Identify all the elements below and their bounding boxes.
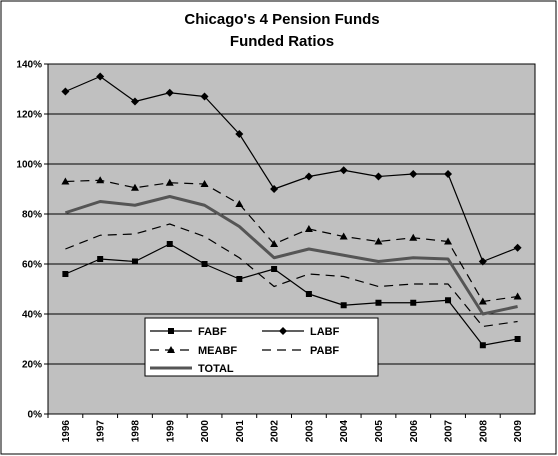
x-tick-label-2007: 2007 — [444, 420, 455, 443]
point-labf-1999 — [165, 88, 174, 97]
legend-marker-fabf — [168, 328, 174, 334]
point-fabf-2007 — [445, 297, 452, 304]
point-labf-2000 — [200, 92, 209, 101]
point-labf-2004 — [339, 166, 348, 175]
y-tick-label-60: 60% — [22, 260, 42, 271]
point-meabf-2000 — [200, 180, 209, 187]
series-line-fabf — [65, 243, 518, 346]
point-labf-2006 — [409, 170, 418, 178]
x-tick-label-2008: 2008 — [478, 420, 489, 443]
legend-box — [144, 317, 379, 377]
y-tick-label-120: 120% — [16, 110, 42, 121]
point-meabf-2008 — [478, 297, 487, 305]
gridlines — [48, 113, 535, 365]
legend-item-total: TOTAL — [150, 363, 234, 375]
x-tick-label-2009: 2009 — [513, 420, 524, 443]
legend: FABF LABF MEABF PABF TOTAL — [144, 317, 379, 377]
x-tick-label-2004: 2004 — [339, 420, 350, 443]
legend-item-fabf: FABF — [150, 326, 227, 338]
y-tick-label-0: 0% — [28, 410, 43, 421]
x-tick-label-2006: 2006 — [409, 420, 420, 443]
legend-label-labf: LABF — [310, 326, 340, 338]
legend-label-pabf: PABF — [310, 345, 339, 357]
series-meabf — [61, 176, 522, 305]
y-tick-label-20: 20% — [22, 360, 42, 371]
point-meabf-2004 — [339, 232, 348, 240]
point-fabf-1999 — [166, 241, 173, 247]
x-tick-label-1996: 1996 — [61, 420, 72, 443]
legend-items: FABF LABF MEABF PABF TOTAL — [150, 326, 340, 375]
point-labf-1998 — [130, 97, 139, 106]
legend-marker-labf — [279, 327, 287, 335]
legend-item-meabf: MEABF — [150, 345, 237, 357]
y-axis-tick-labels: 0% 20% 40% 60% 80% 100% 120% 140% — [16, 60, 48, 421]
point-fabf-2001 — [236, 276, 243, 282]
point-fabf-1997 — [97, 256, 104, 262]
legend-label-fabf: FABF — [198, 326, 227, 338]
legend-label-total: TOTAL — [198, 363, 234, 375]
point-labf-2007 — [444, 170, 453, 178]
point-meabf-1999 — [165, 178, 174, 186]
point-labf-1996 — [61, 87, 70, 96]
point-labf-2009 — [513, 243, 522, 252]
x-tick-label-1998: 1998 — [130, 420, 141, 443]
series-total — [64, 195, 518, 316]
legend-label-meabf: MEABF — [198, 345, 237, 357]
series-pabf — [65, 223, 518, 328]
point-labf-2002 — [270, 185, 279, 193]
point-meabf-2005 — [374, 237, 383, 245]
point-fabf-2002 — [271, 266, 278, 272]
x-tick-label-2000: 2000 — [200, 420, 211, 443]
chart-title-line-2: Funded Ratios — [230, 33, 334, 50]
y-tick-label-40: 40% — [22, 310, 42, 321]
x-tick-label-1997: 1997 — [96, 420, 107, 443]
point-fabf-2004 — [340, 302, 347, 309]
series-line-meabf — [65, 179, 518, 303]
legend-marker-meabf — [167, 346, 175, 353]
point-fabf-2000 — [201, 261, 208, 267]
point-meabf-2009 — [513, 292, 522, 300]
point-meabf-2003 — [304, 225, 313, 232]
point-fabf-2005 — [375, 299, 382, 306]
data-series — [61, 72, 522, 349]
legend-item-pabf: PABF — [262, 345, 339, 357]
legend-item-labf: LABF — [262, 326, 340, 338]
point-labf-2003 — [304, 172, 313, 181]
point-meabf-1997 — [96, 176, 105, 184]
point-meabf-2001 — [235, 200, 244, 207]
point-fabf-2003 — [305, 291, 312, 297]
point-meabf-1998 — [130, 183, 139, 191]
point-meabf-2006 — [409, 233, 418, 241]
point-labf-1997 — [96, 72, 105, 81]
x-axis-tick-labels: 1996 1997 1998 1999 2000 2001 2002 2003 2004 2005… — [47, 414, 524, 443]
x-tick-label-1999: 1999 — [165, 420, 176, 443]
point-fabf-1996 — [62, 271, 69, 277]
point-labf-2008 — [478, 257, 487, 266]
point-fabf-2008 — [479, 342, 486, 349]
point-meabf-2002 — [270, 240, 279, 247]
point-labf-2005 — [374, 172, 383, 181]
x-tick-label-2001: 2001 — [235, 420, 246, 443]
series-line-labf — [65, 75, 518, 263]
chart-title-line-1: Chicago's 4 Pension Funds — [184, 11, 379, 28]
x-tick-label-2003: 2003 — [304, 420, 315, 443]
series-line-pabf — [65, 223, 518, 328]
y-tick-label-140: 140% — [16, 60, 42, 71]
point-fabf-2009 — [514, 336, 521, 342]
y-tick-label-100: 100% — [16, 160, 42, 171]
point-meabf-1996 — [61, 177, 70, 185]
series-fabf — [62, 241, 521, 349]
point-fabf-2006 — [410, 299, 417, 306]
x-tick-label-2002: 2002 — [270, 420, 281, 443]
series-labf — [61, 72, 522, 266]
series-line-total — [64, 195, 518, 316]
x-tick-label-2005: 2005 — [374, 420, 385, 443]
point-meabf-2007 — [444, 237, 453, 245]
point-labf-2001 — [235, 130, 244, 138]
y-tick-label-80: 80% — [22, 210, 42, 221]
point-fabf-1998 — [131, 258, 138, 265]
